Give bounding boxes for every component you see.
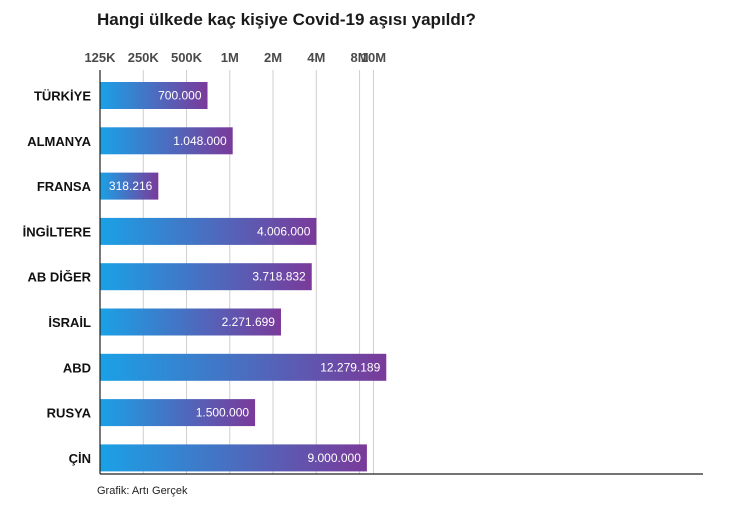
category-label: ABD — [63, 360, 91, 375]
bar — [100, 172, 159, 200]
x-tick-label: 10M — [361, 50, 386, 65]
bar-value-label: 9.000.000 — [308, 451, 362, 465]
x-tick-label: 1M — [221, 50, 239, 65]
bar-value-label: 4.006.000 — [257, 224, 311, 238]
category-label: ÇİN — [69, 451, 91, 466]
bar-value-label: 2.271.699 — [222, 315, 276, 329]
x-tick-label: 250K — [128, 50, 160, 65]
bar-value-label: 318.216 — [109, 179, 153, 193]
x-tick-label: 2M — [264, 50, 282, 65]
bar-value-label: 3.718.832 — [252, 270, 306, 284]
x-tick-label: 500K — [171, 50, 203, 65]
bar — [100, 399, 256, 427]
chart-source: Grafik: Artı Gerçek — [97, 485, 188, 497]
category-label: İNGİLTERE — [23, 224, 92, 239]
bar-value-label: 1.500.000 — [196, 406, 250, 420]
bar — [100, 127, 233, 155]
x-tick-label: 8M — [351, 50, 369, 65]
x-tick-label: 125K — [84, 50, 116, 65]
bars: 700.000 1.048.000 318.216 4.006.000 3.718.83… — [100, 82, 387, 472]
bar — [100, 217, 317, 245]
category-label: AB DİĞER — [27, 270, 91, 285]
bar — [100, 308, 281, 336]
bar — [100, 444, 367, 472]
bar-value-label: 700.000 — [158, 89, 202, 103]
category-label: İSRAİL — [48, 315, 91, 330]
category-label: FRANSA — [37, 179, 92, 194]
bar — [100, 82, 208, 109]
category-labels: TÜRKİYE ALMANYA FRANSA İNGİLTERE AB DİĞER İSR… — [23, 89, 92, 466]
bar-value-label: 12.279.189 — [320, 360, 380, 374]
category-label: ALMANYA — [27, 134, 91, 149]
chart-title: Hangi ülkede kaç kişiye Covid-19 aşısı y… — [97, 10, 476, 29]
bar — [100, 263, 312, 291]
bar — [100, 353, 387, 381]
bar-value-label: 1.048.000 — [173, 134, 227, 148]
x-tick-label: 4M — [307, 50, 325, 65]
category-label: RUSYA — [47, 406, 92, 421]
category-label: TÜRKİYE — [34, 89, 91, 104]
